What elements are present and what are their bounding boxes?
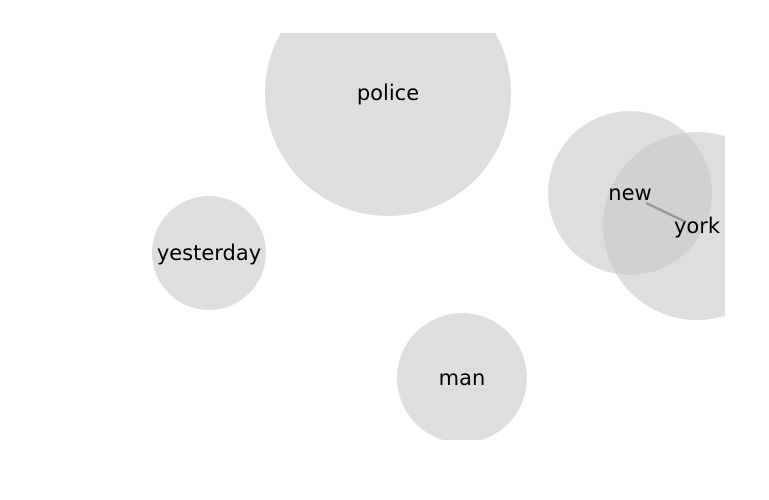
bubble-york bbox=[603, 132, 725, 320]
label-york: york bbox=[674, 214, 721, 238]
link-new-york bbox=[645, 201, 687, 224]
label-yesterday: yesterday bbox=[157, 241, 261, 265]
bubble-yesterday bbox=[152, 196, 266, 310]
label-man: man bbox=[439, 366, 486, 390]
bubble-man bbox=[397, 313, 527, 440]
bubble-police bbox=[265, 33, 511, 216]
label-police: police bbox=[357, 81, 419, 105]
label-new: new bbox=[608, 181, 651, 205]
